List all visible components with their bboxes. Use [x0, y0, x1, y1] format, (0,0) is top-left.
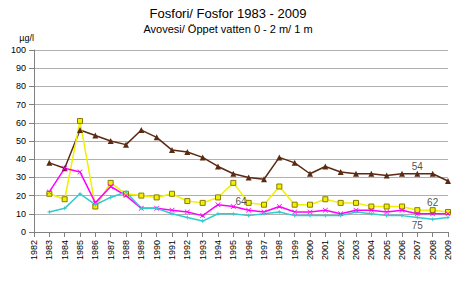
svg-text:75: 75	[412, 220, 424, 231]
svg-text:20: 20	[16, 191, 26, 201]
svg-text:30: 30	[16, 172, 26, 182]
svg-text:2009: 2009	[443, 240, 453, 260]
svg-text:1983: 1983	[44, 240, 54, 260]
svg-text:90: 90	[16, 63, 26, 73]
svg-text:1998: 1998	[274, 240, 284, 260]
svg-text:1994: 1994	[213, 240, 223, 260]
svg-text:40: 40	[16, 154, 26, 164]
svg-text:µg/l: µg/l	[19, 33, 34, 43]
svg-text:70: 70	[16, 100, 26, 110]
svg-text:0: 0	[21, 227, 26, 237]
svg-text:1995: 1995	[228, 240, 238, 260]
svg-text:2002: 2002	[336, 240, 346, 260]
svg-text:1991: 1991	[167, 240, 177, 260]
svg-text:1989: 1989	[136, 240, 146, 260]
svg-text:100: 100	[11, 45, 26, 55]
svg-text:2006: 2006	[397, 240, 407, 260]
svg-text:10: 10	[16, 209, 26, 219]
svg-text:2001: 2001	[320, 240, 330, 260]
svg-text:1982: 1982	[29, 240, 39, 260]
svg-text:1993: 1993	[198, 240, 208, 260]
svg-text:1988: 1988	[121, 240, 131, 260]
svg-text:50: 50	[16, 136, 26, 146]
svg-text:62: 62	[427, 197, 439, 208]
svg-text:2003: 2003	[351, 240, 361, 260]
svg-text:1999: 1999	[290, 240, 300, 260]
svg-text:1986: 1986	[90, 240, 100, 260]
svg-text:1996: 1996	[244, 240, 254, 260]
svg-text:2000: 2000	[305, 240, 315, 260]
svg-text:1992: 1992	[182, 240, 192, 260]
svg-text:Avovesi/ Öppet vatten 0 - 2 m/: Avovesi/ Öppet vatten 0 - 2 m/ 1 m	[143, 23, 312, 35]
svg-text:64: 64	[235, 196, 247, 207]
svg-text:Fosfori/ Fosfor 1983 - 2009: Fosfori/ Fosfor 1983 - 2009	[150, 6, 307, 21]
svg-text:1984: 1984	[60, 240, 70, 260]
svg-text:60: 60	[16, 118, 26, 128]
svg-text:2008: 2008	[428, 240, 438, 260]
svg-text:2005: 2005	[382, 240, 392, 260]
svg-text:2004: 2004	[366, 240, 376, 260]
svg-text:80: 80	[16, 81, 26, 91]
svg-text:2007: 2007	[412, 240, 422, 260]
svg-text:1997: 1997	[259, 240, 269, 260]
svg-text:1987: 1987	[106, 240, 116, 260]
svg-text:54: 54	[412, 161, 424, 172]
svg-text:1990: 1990	[152, 240, 162, 260]
svg-text:1985: 1985	[75, 240, 85, 260]
